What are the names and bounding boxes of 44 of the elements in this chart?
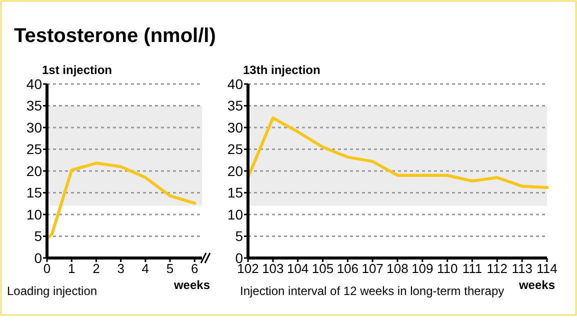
- x-tick-label: 112: [486, 261, 508, 276]
- y-tick-label: 0: [34, 250, 42, 266]
- x-tick-label: 109: [412, 261, 434, 276]
- line-series: [246, 116, 548, 190]
- x-tick-label: 108: [386, 261, 408, 276]
- x-tick-label: 4: [142, 261, 150, 276]
- x-tick-label: 103: [262, 261, 284, 276]
- x-tick-label: 106: [336, 261, 359, 276]
- x-tick-label: 3: [117, 261, 124, 276]
- y-tick-label: 40: [26, 76, 42, 92]
- y-tick-label: 30: [26, 119, 42, 136]
- x-axis-title: weeks: [172, 278, 210, 292]
- y-tick-label: 10: [227, 206, 244, 222]
- y-tick-label: 10: [26, 206, 42, 222]
- y-tick-label: 5: [235, 228, 244, 244]
- y-tick-label: 30: [227, 119, 244, 136]
- y-tick-label: 25: [26, 141, 42, 158]
- y-tick-label: 25: [227, 141, 244, 158]
- x-tick-label: 104: [286, 261, 309, 276]
- text: Injection interval of 12 weeks in long-term therapy: [240, 284, 504, 298]
- line-series: [46, 162, 196, 240]
- y-tick-label: 35: [26, 98, 42, 114]
- x-tick-label: 6: [191, 261, 198, 276]
- y-tick-label: 20: [26, 162, 42, 179]
- x-tick-label: 110: [436, 261, 458, 276]
- x-tick-label: 1: [68, 261, 76, 276]
- text: Loading injection: [7, 284, 98, 298]
- x-tick-label: 2: [92, 261, 100, 276]
- chart-subtitle: 1st injection: [42, 63, 112, 77]
- x-tick-label: 105: [312, 261, 334, 276]
- x-tick-label: 5: [166, 261, 174, 276]
- chart-title: Testosterone (nmol/l): [14, 25, 216, 47]
- x-tick-label: 111: [462, 261, 482, 276]
- x-axis-title: weeks: [518, 278, 556, 292]
- x-tick-label: 114: [536, 261, 558, 276]
- x-tick-label: 107: [362, 261, 384, 276]
- x-tick-label: 113: [512, 261, 532, 276]
- chart-subtitle: 13th injection: [243, 63, 320, 77]
- y-tick-label: 40: [227, 76, 244, 92]
- y-tick-label: 15: [227, 184, 244, 201]
- y-tick-label: 5: [34, 228, 42, 244]
- y-tick-label: 20: [227, 162, 244, 179]
- y-tick-label: 35: [227, 98, 244, 114]
- y-tick-label: 15: [26, 184, 42, 201]
